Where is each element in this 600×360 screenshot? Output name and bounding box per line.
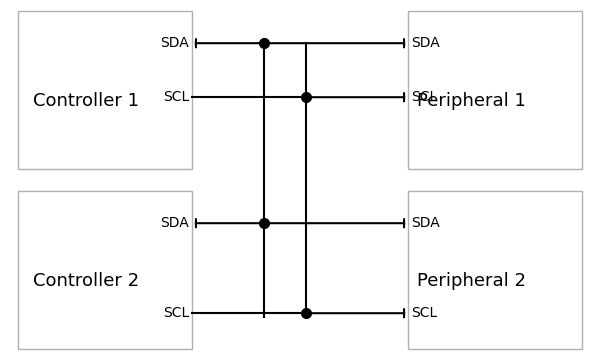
Text: Peripheral 2: Peripheral 2 — [417, 272, 526, 290]
Text: SCL: SCL — [411, 90, 437, 104]
Text: Peripheral 1: Peripheral 1 — [417, 92, 526, 110]
Text: Controller 1: Controller 1 — [33, 92, 139, 110]
Text: SCL: SCL — [163, 306, 189, 320]
Text: SDA: SDA — [160, 216, 189, 230]
Bar — [18, 191, 192, 349]
Text: SDA: SDA — [411, 36, 440, 50]
Text: SDA: SDA — [160, 36, 189, 50]
Text: SCL: SCL — [163, 90, 189, 104]
Bar — [408, 191, 582, 349]
Text: SDA: SDA — [411, 216, 440, 230]
Text: SCL: SCL — [411, 306, 437, 320]
Text: Controller 2: Controller 2 — [33, 272, 139, 290]
Bar — [18, 11, 192, 169]
Bar — [408, 11, 582, 169]
